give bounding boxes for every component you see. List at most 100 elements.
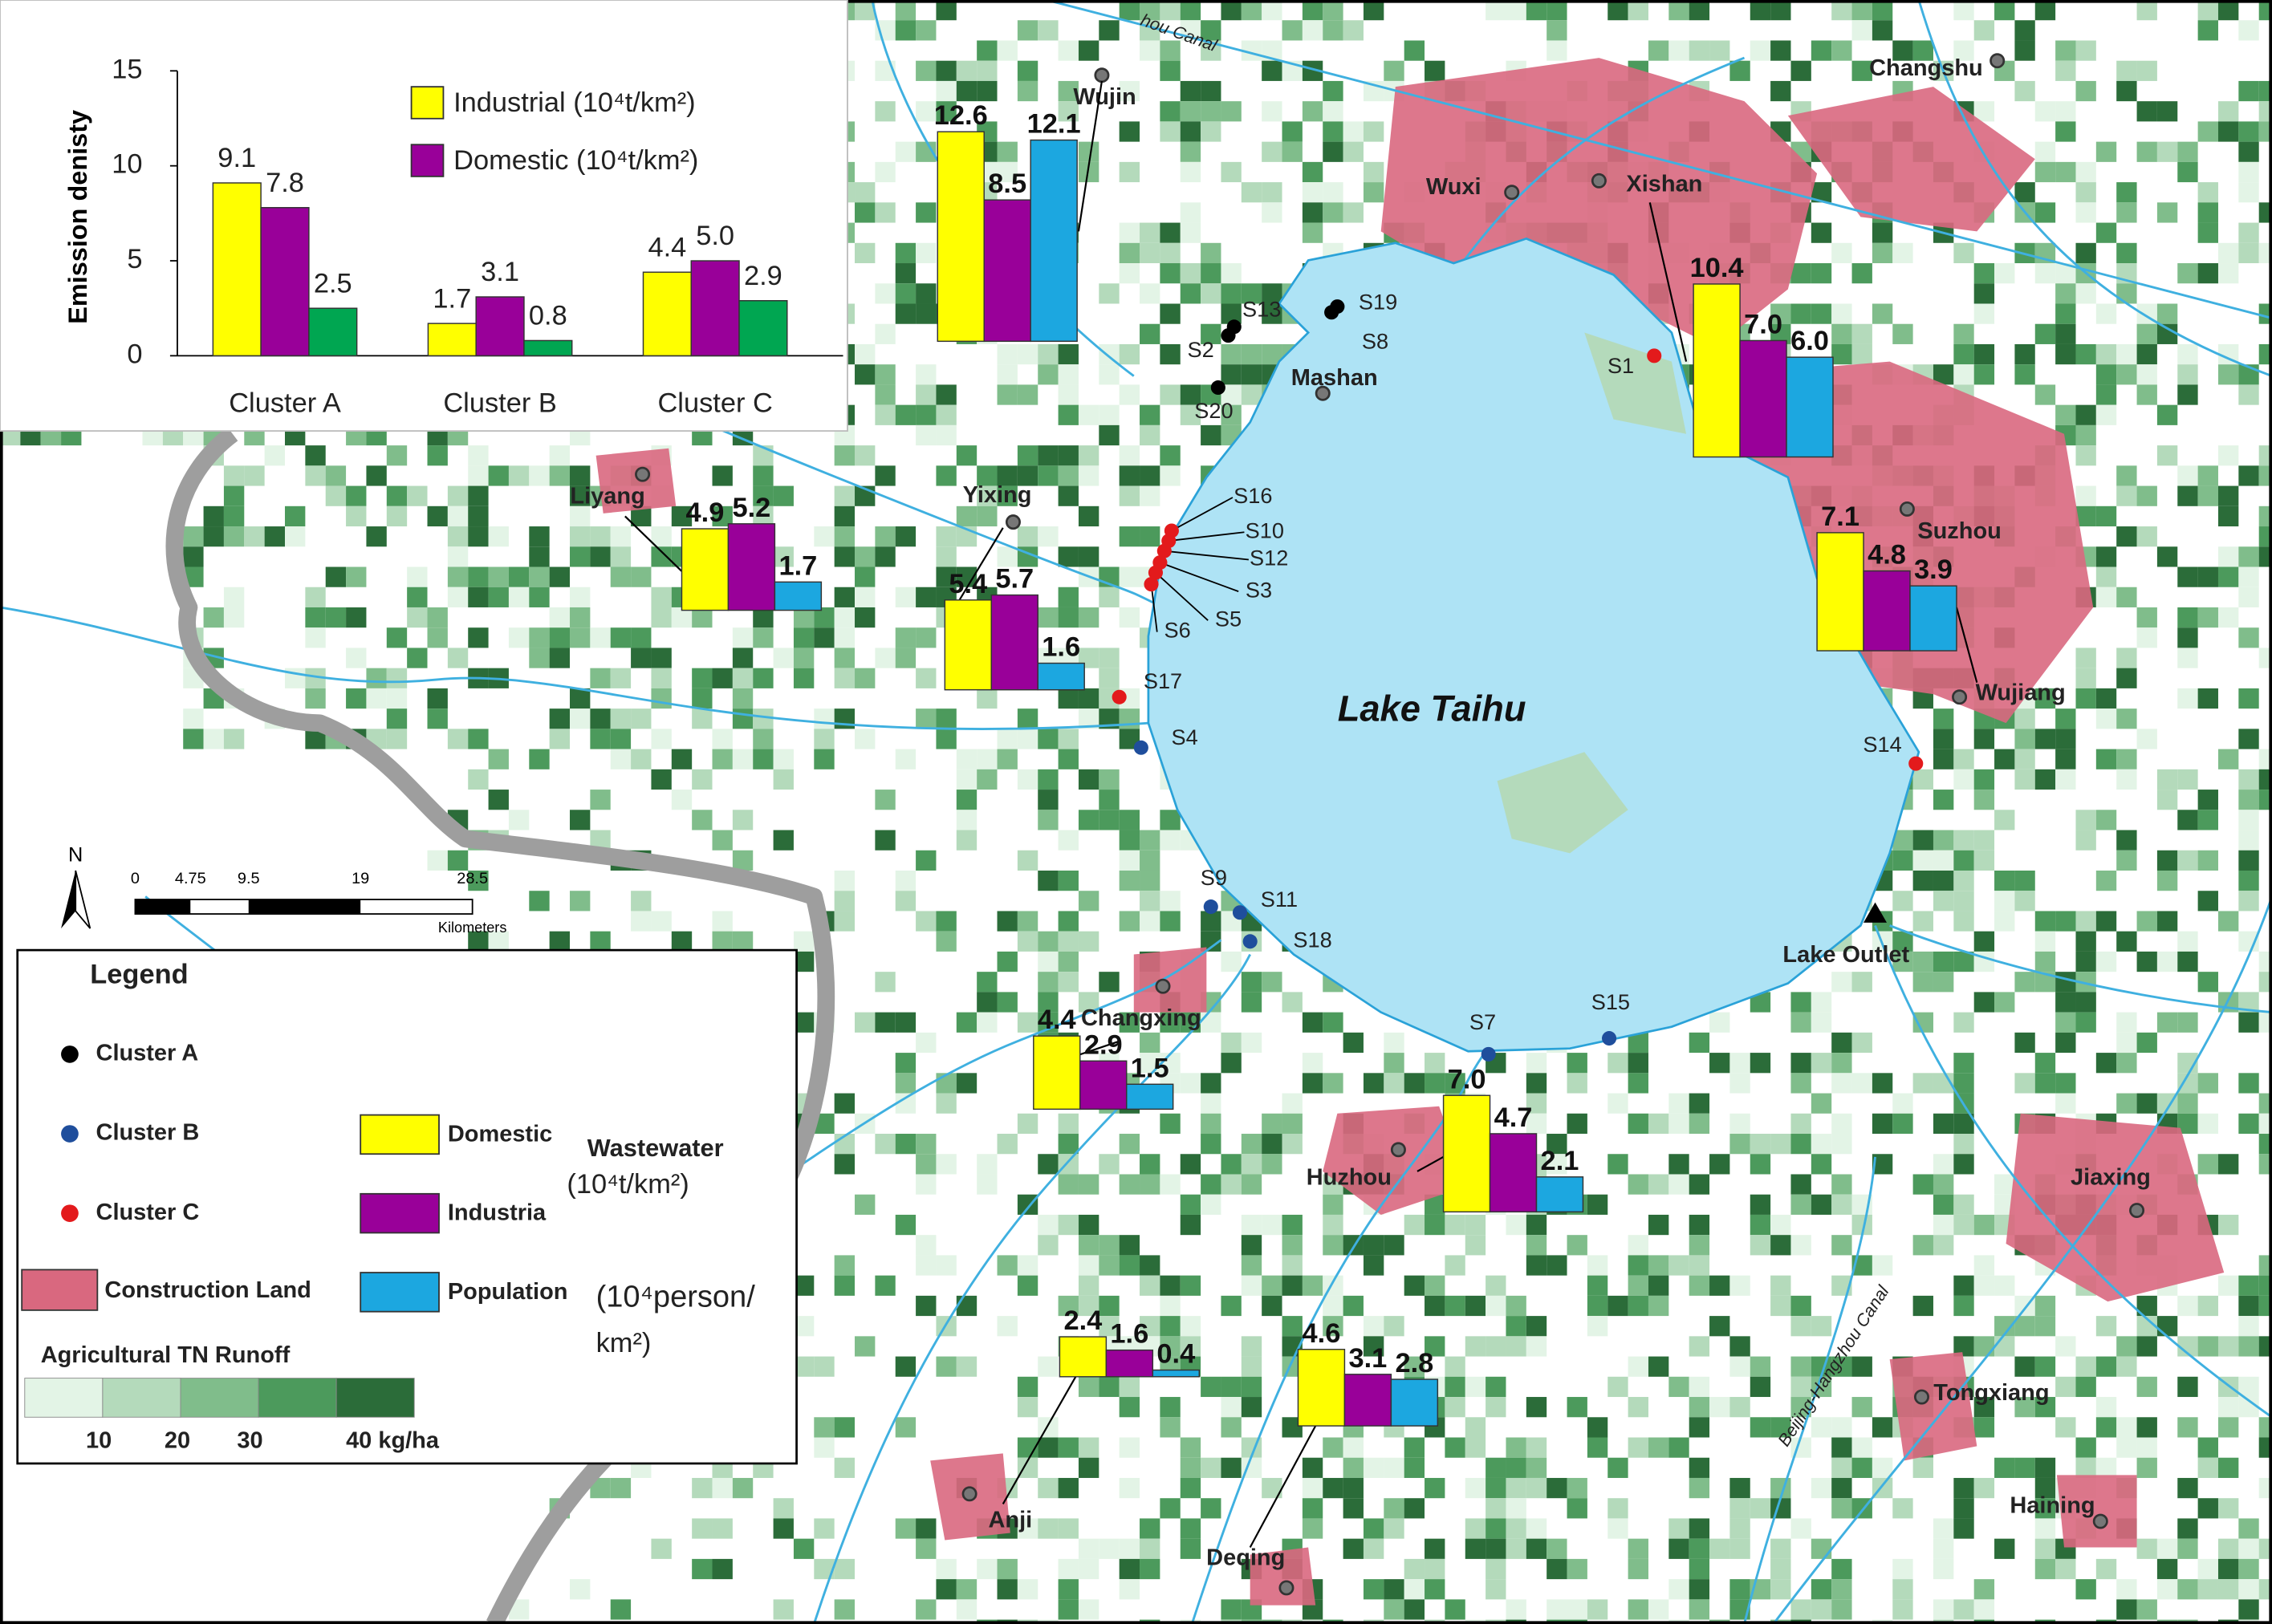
runoff-cell	[2034, 1295, 2056, 1317]
runoff-cell	[447, 526, 469, 547]
runoff-cell	[997, 161, 1018, 183]
runoff-cell	[631, 749, 652, 769]
runoff-cell	[2055, 1558, 2076, 1580]
runoff-cell	[2238, 729, 2259, 749]
scale-label: 4.75	[175, 870, 206, 887]
runoff-cell	[1607, 1295, 1628, 1317]
runoff-cell	[1262, 182, 1282, 203]
runoff-cell	[1119, 566, 1140, 587]
runoff-cell	[1038, 1356, 1059, 1377]
runoff-cell	[1140, 404, 1160, 425]
runoff-cell	[1363, 161, 1384, 183]
runoff-cell	[1058, 951, 1079, 972]
runoff-cell	[1119, 80, 1140, 102]
runoff-cell	[1201, 1134, 1221, 1155]
runoff-cell	[1994, 891, 2015, 911]
runoff-cell	[1892, 1093, 1913, 1114]
runoff-cell	[2217, 505, 2239, 527]
runoff-swatch	[24, 1378, 104, 1418]
site-label: S3	[1246, 577, 1272, 602]
runoff-cell	[1770, 1417, 1791, 1438]
runoff-cell	[1323, 1235, 1343, 1256]
runoff-cell	[1425, 1477, 1445, 1499]
runoff-cell	[1302, 1518, 1323, 1539]
runoff-cell	[1140, 1255, 1160, 1276]
runoff-cell	[1078, 1235, 1099, 1256]
runoff-cell	[814, 627, 835, 648]
runoff-cell	[285, 505, 306, 527]
runoff-cell	[1587, 1316, 1608, 1337]
group-leader	[1249, 1425, 1317, 1548]
runoff-cell	[2258, 1579, 2272, 1600]
runoff-cell	[1831, 1498, 1852, 1519]
runoff-cell	[1201, 242, 1221, 264]
runoff-cell	[2258, 1417, 2272, 1438]
runoff-cell	[875, 790, 896, 810]
runoff-cell	[712, 830, 733, 851]
runoff-cell	[2238, 141, 2259, 162]
runoff-cell	[1221, 1376, 1242, 1398]
runoff-cell	[1547, 0, 1567, 21]
north-arrow	[61, 870, 76, 929]
legend-label: Wastewater	[587, 1134, 724, 1162]
runoff-cell	[916, 364, 937, 385]
runoff-cell	[2116, 769, 2137, 790]
legend-label: Cluster C	[96, 1200, 200, 1225]
runoff-cell	[916, 911, 937, 932]
runoff-cell	[2177, 141, 2198, 162]
runoff-cell	[1323, 80, 1343, 102]
bar-value-label: 7.0	[1448, 1064, 1486, 1094]
runoff-cell	[1526, 1113, 1547, 1135]
runoff-cell	[1282, 992, 1303, 1013]
runoff-cell	[2095, 587, 2117, 607]
runoff-cell	[1994, 1174, 2015, 1195]
runoff-cell	[2238, 1538, 2259, 1559]
runoff-cell	[2075, 80, 2096, 102]
runoff-cell	[997, 546, 1018, 567]
runoff-cell	[712, 465, 733, 486]
runoff-cell	[570, 627, 591, 648]
runoff-cell	[875, 1012, 896, 1033]
runoff-cell	[1689, 1477, 1710, 1499]
runoff-cell	[1221, 1032, 1242, 1054]
runoff-cell	[1689, 1376, 1710, 1398]
runoff-cell	[2258, 121, 2272, 142]
runoff-cell	[549, 708, 571, 729]
runoff-cell	[1587, 1417, 1608, 1438]
site-label: S17	[1144, 668, 1182, 693]
runoff-cell	[2156, 911, 2178, 932]
runoff-cell	[732, 749, 754, 769]
runoff-cell	[1140, 850, 1160, 871]
runoff-cell	[692, 1518, 713, 1539]
runoff-cell	[1628, 1558, 1648, 1580]
site-dot	[1156, 543, 1172, 558]
runoff-cell	[1241, 1397, 1262, 1418]
runoff-cell	[1425, 1579, 1445, 1600]
runoff-cell	[1282, 1214, 1303, 1236]
runoff-cell	[2116, 242, 2137, 264]
runoff-cell	[1811, 222, 1832, 243]
runoff-cell	[2075, 931, 2096, 952]
runoff-cell	[977, 972, 998, 993]
runoff-cell	[1119, 850, 1140, 871]
runoff-cell	[1180, 384, 1201, 405]
runoff-cell	[1709, 1538, 1730, 1559]
runoff-cell	[2197, 1579, 2218, 1600]
runoff-cell	[1099, 364, 1120, 385]
runoff-cell	[875, 101, 896, 122]
runoff-cell	[2136, 364, 2157, 385]
runoff-cell	[855, 1336, 876, 1357]
runoff-cell	[977, 485, 998, 506]
runoff-cell	[1973, 303, 1995, 324]
runoff-cell	[1953, 1073, 1974, 1094]
runoff-cell	[325, 465, 347, 486]
runoff-cell	[916, 60, 937, 81]
bar-value-label: 4.4	[1038, 1005, 1076, 1035]
runoff-cell	[1160, 1174, 1181, 1195]
runoff-cell	[468, 870, 489, 891]
runoff-cell	[997, 1134, 1018, 1155]
runoff-cell	[183, 729, 204, 749]
runoff-swatch	[180, 1378, 259, 1418]
legend-dot	[61, 1204, 79, 1222]
runoff-cell	[1404, 1437, 1425, 1458]
